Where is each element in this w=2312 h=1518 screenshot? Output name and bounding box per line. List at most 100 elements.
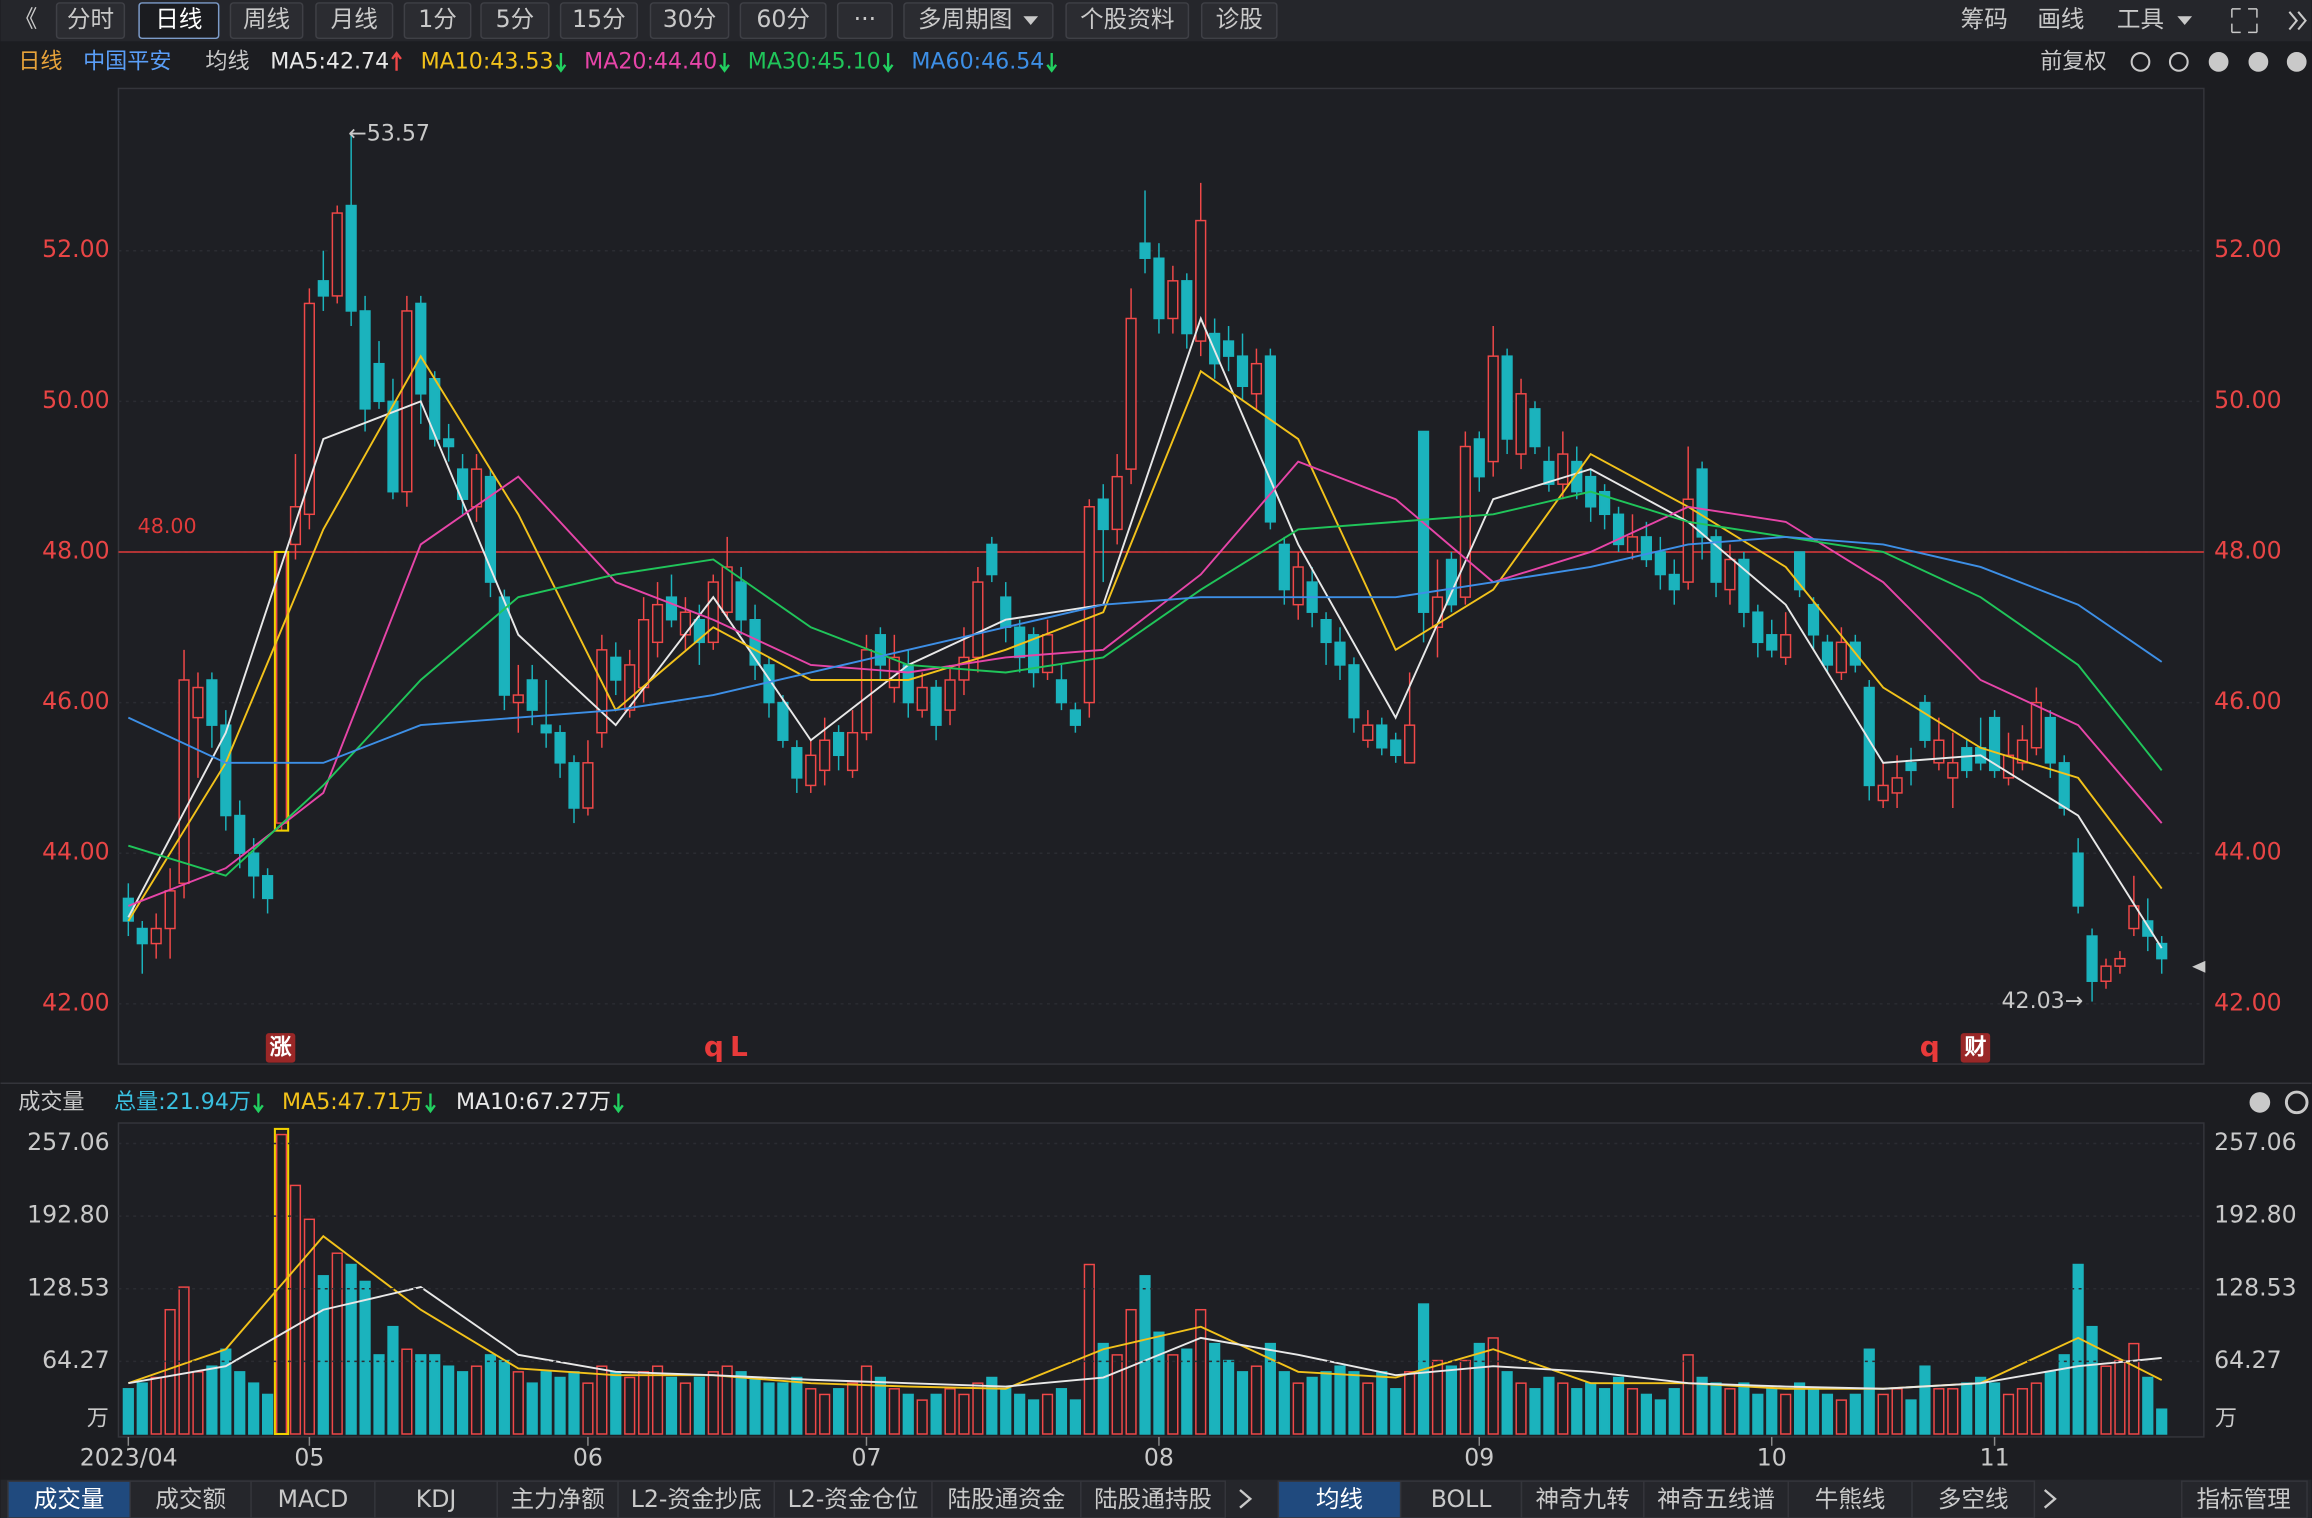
volume-bar — [554, 1376, 566, 1435]
tab[interactable] — [931, 1480, 1082, 1518]
ma-legend: MA5:47.71万 — [282, 1089, 423, 1115]
event-label[interactable]: q — [1920, 1030, 1940, 1063]
volume-bar — [944, 1388, 956, 1435]
more-icon[interactable] — [2288, 11, 2307, 31]
tab-label[interactable]: 成交额 — [155, 1485, 226, 1513]
low-annotation: 42.03→ — [2001, 988, 2083, 1014]
tab-label[interactable]: L2-资金仓位 — [788, 1485, 919, 1513]
manage-label[interactable]: 指标管理 — [2196, 1485, 2290, 1513]
tool-label[interactable]: 60分 — [756, 5, 810, 33]
event-label[interactable]: q — [704, 1030, 724, 1063]
tab-label[interactable]: 主力净额 — [510, 1485, 604, 1513]
tab-label[interactable]: 均线 — [1316, 1485, 1363, 1513]
candle-body — [248, 852, 260, 877]
candle-body — [833, 731, 845, 757]
tool-label[interactable]: ··· — [854, 5, 877, 33]
tab[interactable] — [1643, 1480, 1789, 1518]
tab-label[interactable]: 陆股通持股 — [1094, 1485, 1212, 1513]
tool-button[interactable] — [903, 2, 1054, 40]
tool-label[interactable]: 月线 — [331, 5, 378, 33]
x-tick-label: 09 — [1464, 1444, 1494, 1472]
tab-label[interactable]: 陆股通资金 — [947, 1485, 1065, 1513]
chart-tool-icon[interactable] — [2168, 52, 2189, 72]
tab[interactable] — [1080, 1480, 1227, 1518]
tab[interactable] — [374, 1480, 498, 1518]
tab[interactable] — [496, 1480, 619, 1518]
tab-label[interactable]: BOLL — [1431, 1485, 1492, 1513]
settings-icon[interactable] — [2284, 1090, 2309, 1115]
volume-bar — [1905, 1399, 1917, 1435]
tab-label[interactable]: L2-资金抄底 — [631, 1485, 762, 1513]
tab-scroll[interactable] — [1239, 1489, 1253, 1509]
event-label[interactable]: 财 — [1964, 1034, 1986, 1060]
candle-body — [638, 618, 650, 689]
event-label[interactable]: L — [730, 1030, 748, 1063]
tool-button[interactable] — [138, 2, 220, 40]
tool-button[interactable] — [836, 2, 893, 40]
tool-button[interactable] — [739, 2, 827, 40]
volume-bar — [888, 1388, 900, 1435]
tool-label[interactable]: 筹码 — [1961, 5, 2008, 33]
tool-label[interactable]: 分时 — [67, 5, 114, 33]
volume-bar — [415, 1354, 427, 1435]
tab-label[interactable]: 牛熊线 — [1815, 1485, 1886, 1513]
y-tick-label-right: 50.00 — [2214, 386, 2282, 414]
tab-label[interactable]: 多空线 — [1938, 1485, 2009, 1513]
tab[interactable] — [1520, 1480, 1645, 1518]
tool-button[interactable] — [403, 2, 472, 40]
tool-label[interactable]: 个股资料 — [1080, 5, 1174, 33]
volume-tick-label-right: 128.53 — [2214, 1273, 2297, 1301]
tool-button[interactable] — [55, 2, 126, 40]
tab[interactable] — [773, 1480, 933, 1518]
tool-label[interactable]: 日线 — [155, 5, 202, 33]
volume-bar — [443, 1365, 455, 1435]
tab[interactable] — [1787, 1480, 1913, 1518]
event-badge[interactable] — [265, 1033, 296, 1063]
tool-button[interactable] — [480, 2, 550, 40]
event-badge[interactable] — [1960, 1033, 1991, 1063]
chart-tool-icon[interactable] — [2130, 52, 2151, 72]
candle-body — [512, 694, 524, 704]
volume-bar — [387, 1325, 399, 1435]
tool-button[interactable] — [229, 2, 304, 40]
tab[interactable] — [1911, 1480, 2036, 1518]
tool-button[interactable] — [1200, 2, 1278, 40]
candle-body — [1000, 596, 1012, 629]
tool-label[interactable]: 诊股 — [1216, 5, 1263, 33]
event-label[interactable]: 涨 — [270, 1034, 293, 1060]
tool-label[interactable]: 工具 — [2117, 5, 2164, 33]
expand-icon[interactable] — [2231, 8, 2258, 34]
tab-label[interactable]: MACD — [278, 1485, 349, 1513]
tool-label[interactable]: 30分 — [663, 5, 717, 33]
manage-button[interactable] — [2181, 1480, 2308, 1518]
candle-body — [735, 581, 747, 621]
tab-label[interactable]: 成交量 — [34, 1485, 105, 1513]
tool-label[interactable]: 画线 — [2037, 5, 2084, 33]
close-icon[interactable] — [2249, 1092, 2271, 1113]
tab-label[interactable]: 神奇五线谱 — [1657, 1485, 1775, 1513]
volume-title: 成交量 — [18, 1089, 84, 1115]
tool-button[interactable] — [1065, 2, 1190, 40]
candle-body — [1515, 393, 1527, 455]
tool-label[interactable]: 周线 — [243, 5, 290, 33]
tool-button[interactable] — [315, 2, 394, 40]
candle-body — [846, 731, 859, 772]
candle-body — [1501, 355, 1513, 440]
tool-label[interactable]: 1分 — [418, 5, 457, 33]
chart-tool-icon[interactable] — [2286, 52, 2307, 72]
chart-tool-icon[interactable] — [2208, 52, 2229, 72]
tab-label[interactable]: KDJ — [416, 1485, 457, 1513]
tab-label[interactable]: 神奇九转 — [1535, 1485, 1629, 1513]
tool-label[interactable]: 《 — [14, 5, 38, 33]
tool-label[interactable]: 15分 — [572, 5, 626, 33]
candle-body — [972, 581, 984, 659]
tool-button[interactable] — [649, 2, 730, 40]
chart-tool-icon[interactable] — [2248, 52, 2269, 72]
candle-body — [1292, 566, 1304, 606]
tool-label[interactable]: 多周期图 — [918, 5, 1012, 33]
candle-body — [1195, 219, 1207, 342]
tab-scroll[interactable] — [2043, 1489, 2057, 1509]
trend-arrow — [391, 51, 402, 71]
tool-label[interactable]: 5分 — [496, 5, 535, 33]
tool-button[interactable] — [559, 2, 638, 40]
